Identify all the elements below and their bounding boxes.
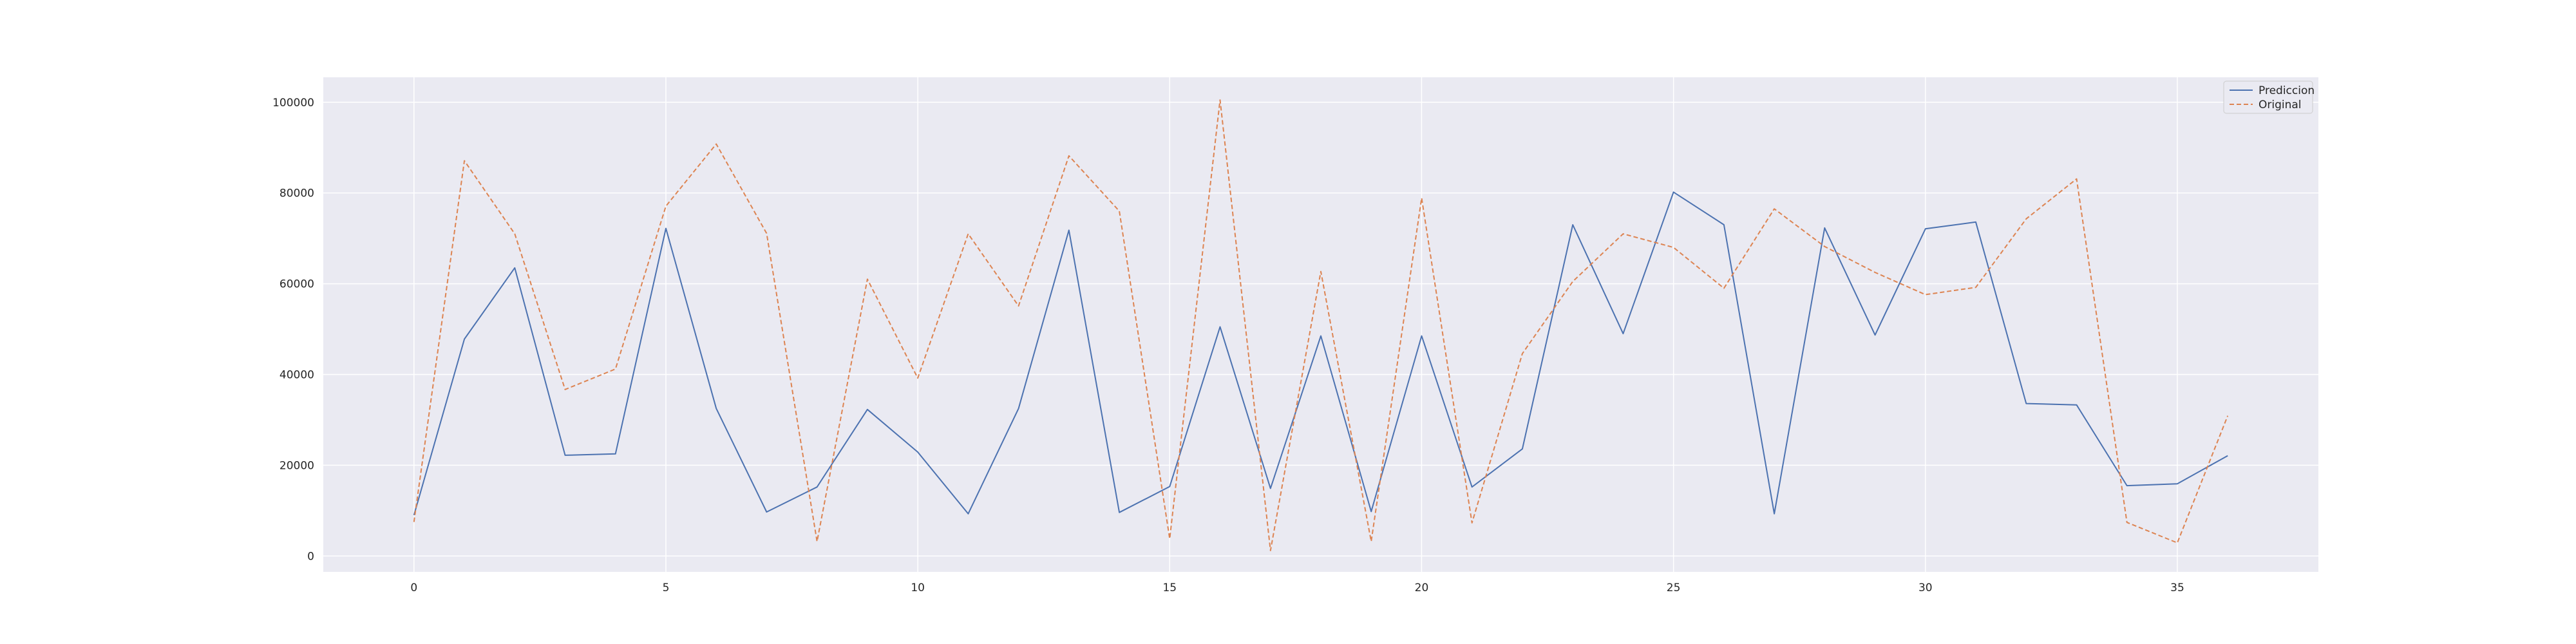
x-tick-label: 25 — [1667, 582, 1681, 594]
y-tick-label: 20000 — [279, 459, 314, 472]
y-tick-label: 40000 — [279, 369, 314, 382]
plot-area — [323, 77, 2318, 572]
series-line-prediccion[interactable] — [413, 191, 2228, 516]
x-tick-label: 0 — [410, 582, 417, 594]
y-tick-label: 60000 — [279, 278, 314, 291]
x-tick-label: 35 — [2170, 582, 2184, 594]
legend-label-prediccion: Prediccion — [2259, 84, 2315, 97]
x-tick-label: 10 — [911, 582, 925, 594]
series-group — [413, 99, 2229, 551]
y-tick-label: 0 — [307, 550, 314, 563]
y-tick-label: 100000 — [272, 97, 314, 109]
legend-label-original: Original — [2259, 99, 2302, 111]
x-tick-label: 5 — [663, 582, 670, 594]
y-axis-ticks: 0 20000 40000 60000 80000 100000 — [272, 97, 314, 564]
grid-lines — [323, 77, 2318, 572]
x-tick-label: 30 — [1918, 582, 1933, 594]
legend-box — [2223, 80, 2313, 114]
x-axis-ticks: 0 5 10 15 20 25 30 35 — [410, 582, 2184, 594]
series-line-original[interactable] — [413, 99, 2229, 551]
y-tick-label: 80000 — [279, 187, 314, 200]
x-tick-label: 15 — [1162, 582, 1177, 594]
x-tick-label: 20 — [1415, 582, 1429, 594]
legend[interactable]: Prediccion Original — [2223, 80, 2315, 114]
